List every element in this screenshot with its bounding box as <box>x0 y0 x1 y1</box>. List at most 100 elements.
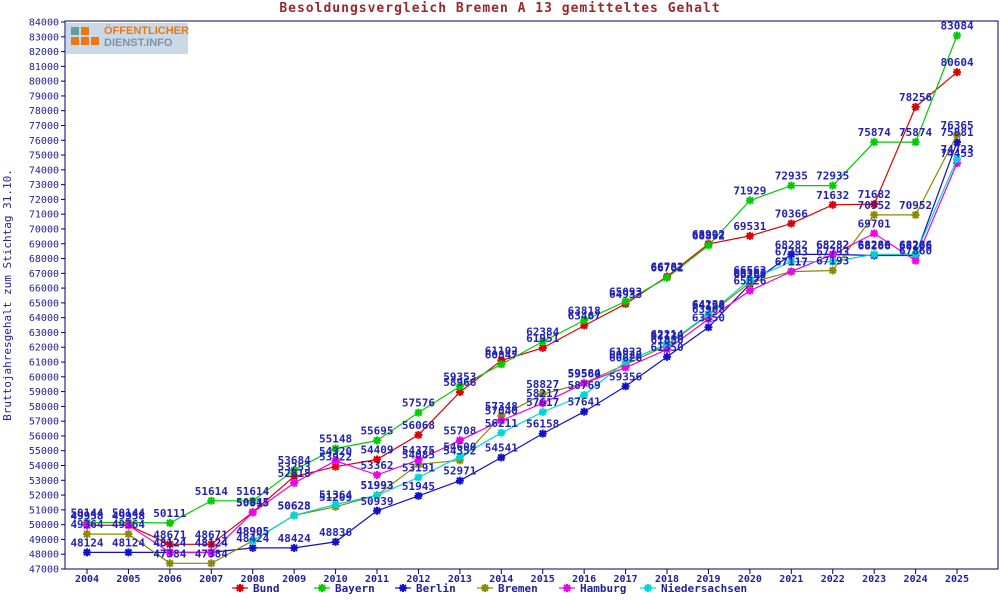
chart-text: 68892 <box>692 229 725 242</box>
chart-text: 48124 <box>112 536 145 549</box>
chart-text: 74000 <box>29 165 59 176</box>
chart-text: 54085 <box>402 448 435 461</box>
chart-text: Hamburg <box>580 582 626 595</box>
chart-text: 47000 <box>29 565 59 576</box>
data-point-marker <box>414 491 423 500</box>
data-point-marker <box>911 250 920 259</box>
data-point-marker <box>373 455 382 464</box>
oeffentlicher-dienst-logo: ÖFFENTLICHER DIENST.INFO <box>66 23 189 54</box>
chart-text: 49958 <box>112 509 145 522</box>
chart-text: 56211 <box>485 417 518 430</box>
data-point-marker <box>538 399 547 408</box>
chart-text: 2015 <box>531 574 555 585</box>
chart-text: 59353 <box>443 370 476 383</box>
chart-text: 51614 <box>195 485 228 498</box>
chart-text: 52971 <box>443 465 476 478</box>
data-point-marker <box>207 559 216 568</box>
chart-text: 78000 <box>29 106 59 117</box>
data-point-marker <box>704 310 713 319</box>
data-point-marker <box>953 68 962 77</box>
data-point-marker <box>290 466 299 475</box>
chart-text: 58827 <box>526 378 559 391</box>
chart-text: 74453 <box>940 147 973 160</box>
data-point-marker <box>124 530 133 539</box>
chart-text: 82000 <box>29 47 59 58</box>
chart-text: 50111 <box>153 507 186 520</box>
chart-text: 68000 <box>29 254 59 265</box>
chart-text: 54320 <box>319 445 352 458</box>
data-point-marker <box>497 428 506 437</box>
chart-text: 64238 <box>692 298 725 311</box>
data-point-marker <box>248 536 257 545</box>
data-point-marker <box>911 210 920 219</box>
chart-text: 48124 <box>153 536 186 549</box>
data-point-marker <box>165 540 174 549</box>
chart-text: 76365 <box>940 119 973 132</box>
data-point-marker <box>870 229 879 238</box>
chart-text: 63908 <box>692 303 725 316</box>
data-point-marker <box>248 496 257 505</box>
chart-text: 68282 <box>816 238 849 251</box>
chart-text: Niedersachsen <box>661 582 747 595</box>
chart-text: 68282 <box>816 238 849 251</box>
chart-text: 2023 <box>862 574 886 585</box>
chart-text: Berlin <box>416 582 456 595</box>
chart-text: 49958 <box>70 509 103 522</box>
chart-text: 64190 <box>692 299 725 312</box>
chart-text: 2010 <box>324 574 348 585</box>
chart-text: 2018 <box>655 574 679 585</box>
chart-text: 61850 <box>650 333 683 346</box>
chart-text: 2012 <box>406 574 430 585</box>
chart-text: 67117 <box>775 256 808 269</box>
chart-text: 51000 <box>29 505 59 516</box>
data-point-marker <box>455 476 464 485</box>
logo-text-line1: ÖFFENTLICHER <box>104 25 189 37</box>
chart-text: 68286 <box>858 238 891 251</box>
chart-text: 63818 <box>568 304 601 317</box>
chart-text: 67793 <box>775 246 808 259</box>
series-line-bayern <box>87 35 958 524</box>
series-line-berlin <box>87 141 958 554</box>
data-point-marker <box>414 473 423 482</box>
data-point-marker <box>870 250 879 259</box>
chart-text: 67117 <box>775 256 808 269</box>
chart-text: 65000 <box>29 298 59 309</box>
chart-text: 2020 <box>738 574 762 585</box>
chart-text: 57000 <box>29 417 59 428</box>
data-point-marker <box>745 231 754 240</box>
chart-text: 2024 <box>904 574 928 585</box>
chart-text: 52818 <box>278 467 311 480</box>
chart-text: 75874 <box>858 126 891 139</box>
chart-title: Besoldungsvergleich Bremen A 13 gemittel… <box>279 1 721 16</box>
chart-text: 47384 <box>195 547 228 560</box>
chart-text: 84000 <box>29 18 59 29</box>
chart-text: 55000 <box>29 446 59 457</box>
chart-text: 71632 <box>816 189 849 202</box>
chart-text: 51209 <box>319 491 352 504</box>
data-point-marker <box>373 470 382 479</box>
chart-text: 53362 <box>360 459 393 472</box>
chart-text: 75881 <box>940 126 973 139</box>
data-point-marker <box>236 584 244 592</box>
chart-text: 80604 <box>940 56 973 69</box>
chart-text: 50815 <box>236 497 269 510</box>
chart-text: 54409 <box>360 443 393 456</box>
chart-text: 53684 <box>278 454 311 467</box>
chart-text: 69701 <box>858 217 891 230</box>
chart-text: 75000 <box>29 151 59 162</box>
chart-text: 71682 <box>858 188 891 201</box>
chart-text: 52000 <box>29 491 59 502</box>
chart-text: 59000 <box>29 387 59 398</box>
chart-text: 55708 <box>443 424 476 437</box>
chart-text: 62214 <box>650 328 683 341</box>
chart-text: 49000 <box>29 535 59 546</box>
logo-square-icon <box>81 37 89 45</box>
data-point-marker <box>828 250 837 259</box>
data-point-marker <box>248 508 257 517</box>
data-point-marker <box>331 444 340 453</box>
data-point-marker <box>704 323 713 332</box>
chart-text: 57040 <box>485 405 518 418</box>
data-point-marker <box>663 352 672 361</box>
data-point-marker <box>787 257 796 266</box>
